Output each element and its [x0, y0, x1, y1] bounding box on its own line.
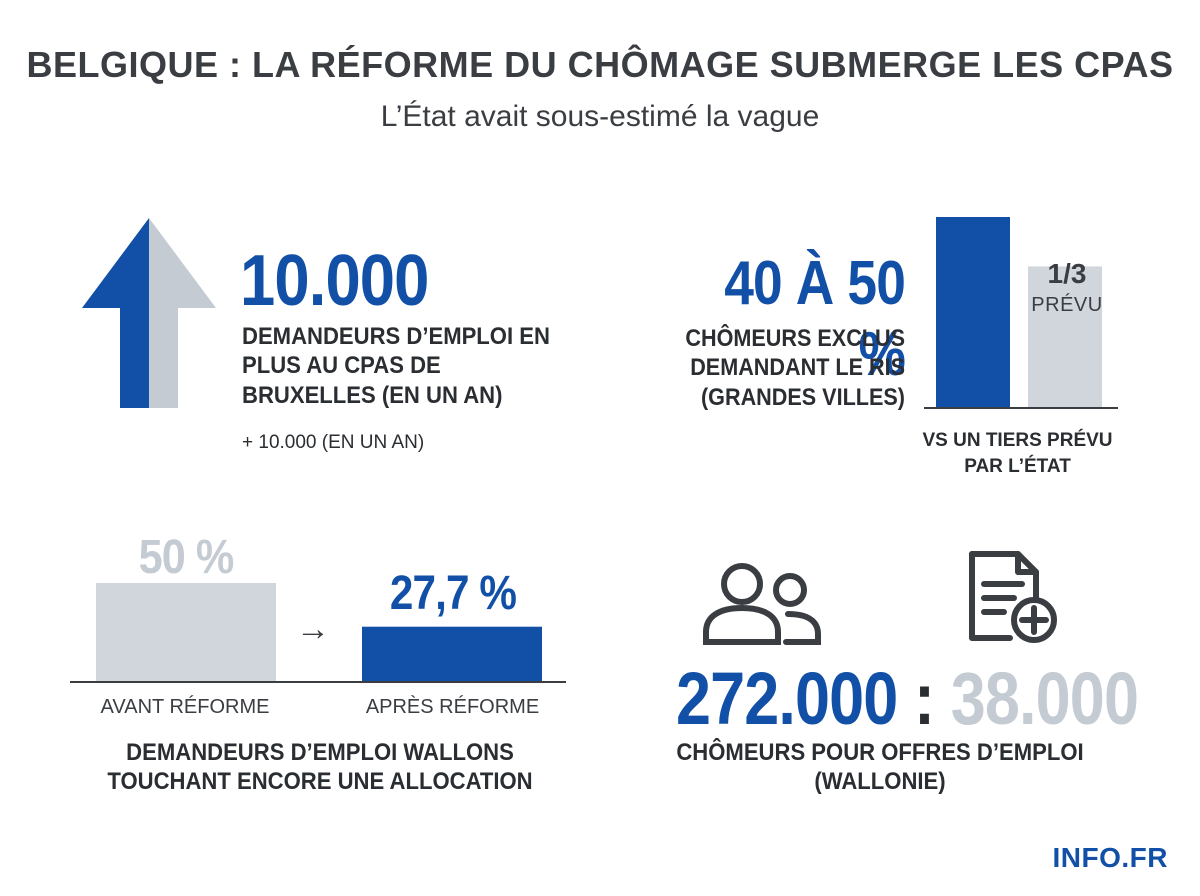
bar-1	[362, 626, 542, 681]
people-icon	[703, 563, 821, 645]
offres-description: CHÔMEURS POUR OFFRES D’EMPLOI (WALLONIE)	[676, 739, 1084, 796]
arrow-right-icon: →	[296, 610, 330, 648]
wallons-after-label: APRÈS RÉFORME	[365, 696, 540, 718]
offres-right-value: 38.000	[950, 657, 1139, 740]
page-title: BELGIQUE : LA RÉFORME DU CHÔMAGE SUBMERG…	[26, 44, 1174, 85]
bruxelles-value: 10.000	[240, 241, 429, 321]
ris-bar-chart	[924, 217, 1118, 409]
page-subtitle: L’État avait sous-estimé la vague	[380, 100, 820, 133]
bar-1	[1028, 266, 1102, 407]
bruxelles-description: DEMANDEURS D’EMPLOI EN PLUS AU CPAS DE B…	[242, 323, 550, 409]
wallons-before-value: 50 %	[138, 531, 235, 584]
wallons-description: DEMANDEURS D’EMPLOI WALLONS TOUCHANT ENC…	[107, 739, 533, 796]
offres-separator: :	[914, 657, 935, 740]
document-add-icon	[969, 551, 1057, 643]
ris-bar-label-fraction: 1/3	[1047, 258, 1087, 289]
ris-description: CHÔMEURS EXCLUS DEMANDANT LE RIS (GRANDE…	[685, 325, 905, 411]
wallons-before-label: AVANT RÉFORME	[100, 696, 270, 718]
ris-caption: VS UN TIERS PRÉVU PAR L’ÉTAT	[922, 430, 1113, 477]
bar-0	[96, 583, 276, 681]
ris-bar-label-word: PRÉVU	[1031, 294, 1103, 316]
bar-0	[936, 217, 1010, 407]
offres-left-value: 272.000	[676, 657, 898, 740]
bruxelles-note: + 10.000 (EN UN AN)	[242, 432, 425, 453]
offres-ratio: 272.000 : 38.000	[676, 656, 1139, 741]
ris-value: 40 À 50 %	[724, 249, 906, 389]
wallons-bar-chart	[70, 583, 566, 683]
ris-bar-label: 1/3 PRÉVU	[1022, 258, 1112, 317]
up-arrow-icon	[82, 218, 216, 408]
wallons-after-value: 27,7 %	[389, 567, 517, 620]
brand-logo: INFO.FR	[1052, 842, 1168, 873]
